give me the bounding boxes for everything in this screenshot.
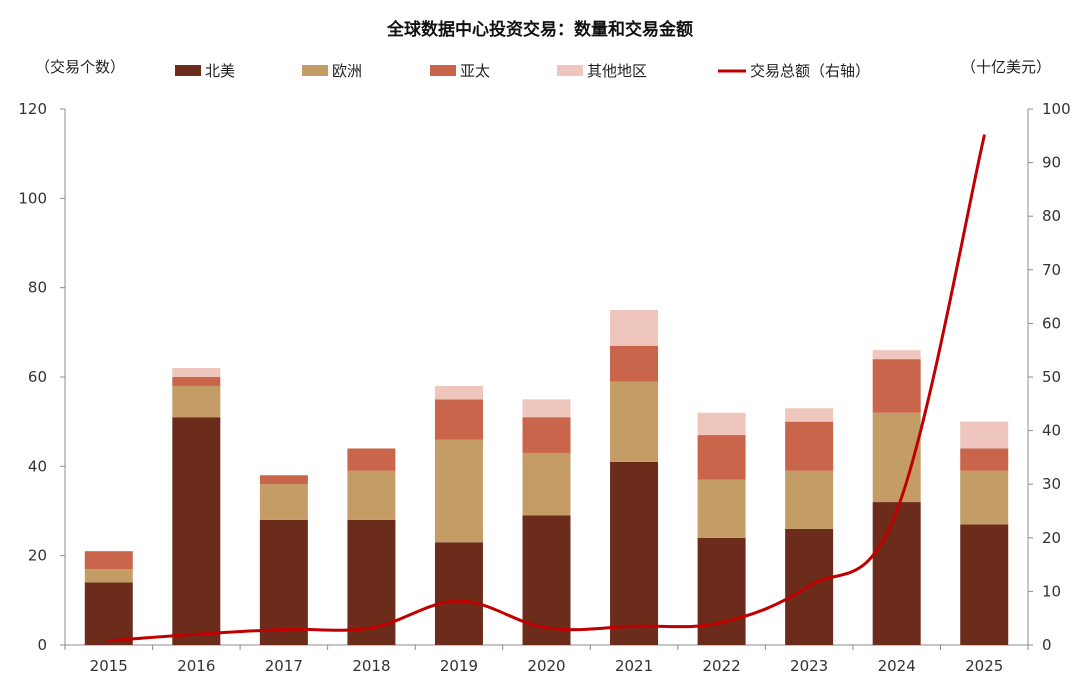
left-axis-tick-label: 0 (37, 636, 47, 654)
bar-segment (610, 345, 659, 382)
left-axis-tick-label: 60 (28, 368, 47, 386)
x-axis-tick-label: 2022 (702, 657, 740, 675)
bar-segment (872, 359, 921, 413)
right-axis: 0 10 20 30 40 50 60 70 80 90 100 (1027, 100, 1071, 654)
right-axis-tick-label: 10 (1042, 582, 1061, 600)
bar-segment (172, 385, 221, 418)
left-axis-tick-label: 20 (28, 547, 47, 565)
legend-item: 北美 (175, 62, 235, 80)
x-axis-tick-label: 2021 (615, 657, 653, 675)
bar-segment (697, 412, 746, 436)
left-axis-tick-label: 120 (18, 100, 47, 118)
bar-segment (522, 399, 571, 418)
bar-segment (610, 381, 659, 462)
bar-segment (172, 417, 221, 645)
legend-label: 北美 (205, 62, 235, 80)
left-axis-unit-label: （交易个数） (35, 58, 125, 76)
x-axis-tick-label: 2015 (90, 657, 128, 675)
legend-swatch (175, 65, 201, 76)
total-value-line-layer (107, 134, 986, 643)
legend-item: 交易总额（右轴） (718, 62, 870, 80)
bar-segment (259, 475, 308, 485)
right-axis-tick-label: 100 (1042, 100, 1071, 118)
right-axis-tick-label: 0 (1042, 636, 1052, 654)
right-axis-tick-label: 80 (1042, 207, 1061, 225)
bar-segment (960, 524, 1009, 645)
x-axis-tick-label: 2024 (878, 657, 916, 675)
bar-segment (697, 537, 746, 645)
bar-segment (785, 470, 834, 529)
bar-segment (172, 368, 221, 377)
total-value-line (107, 134, 986, 643)
bar-segment (347, 470, 396, 520)
bar-segment (84, 582, 133, 645)
bar-segment (960, 448, 1009, 471)
legend-swatch (557, 65, 583, 76)
bar-segment (610, 310, 659, 346)
x-axis-tick-label: 2019 (440, 657, 478, 675)
right-axis-tick-label: 60 (1042, 314, 1061, 332)
legend-item: 欧洲 (302, 62, 362, 80)
x-axis-tick-label: 2023 (790, 657, 828, 675)
bar-segment (259, 484, 308, 520)
bar-segment (960, 470, 1009, 525)
right-axis-unit-label: （十亿美元） (961, 58, 1051, 76)
right-axis-tick-label: 30 (1042, 475, 1061, 493)
bar-segment (522, 452, 571, 516)
legend-label: 亚太 (460, 62, 490, 80)
x-axis-tick-label: 2016 (177, 657, 215, 675)
x-axis-tick-label: 2018 (352, 657, 390, 675)
bar-segment (347, 519, 396, 645)
bar-segment (434, 439, 483, 543)
right-axis-tick-label: 90 (1042, 154, 1061, 172)
bar-segment (84, 551, 133, 570)
x-axis-tick-label: 2020 (527, 657, 565, 675)
x-axis-tick-label: 2025 (965, 657, 1003, 675)
legend-label: 其他地区 (587, 62, 647, 80)
x-axis: 2015 2016 2017 2018 2019 2020 2021 2022 2023 2024… (64, 644, 1029, 675)
legend-swatch (302, 65, 328, 76)
legend-item: 亚太 (430, 62, 490, 80)
right-axis-tick-label: 50 (1042, 368, 1061, 386)
x-axis-tick-label: 2017 (265, 657, 303, 675)
bar-segment (872, 350, 921, 360)
left-axis-tick-label: 100 (18, 189, 47, 207)
bar-segment (434, 399, 483, 440)
bar-segment (610, 461, 659, 645)
right-axis-tick-label: 40 (1042, 422, 1061, 440)
legend-item: 其他地区 (557, 62, 647, 80)
legend-swatch (430, 65, 456, 76)
right-axis-tick-label: 20 (1042, 529, 1061, 547)
bar-segment (84, 569, 133, 583)
bar-segment (434, 385, 483, 400)
legend-label: 欧洲 (332, 62, 362, 80)
left-axis-tick-label: 80 (28, 279, 47, 297)
bar-segment (434, 542, 483, 645)
bar-segment (697, 435, 746, 480)
bar-segment (872, 502, 921, 645)
legend-label: 交易总额（右轴） (750, 62, 870, 80)
stacked-bars (84, 310, 1009, 645)
bar-segment (522, 417, 571, 453)
left-axis: 0 20 40 60 80 100 120 (18, 100, 66, 654)
left-axis-tick-label: 40 (28, 457, 47, 475)
bar-segment (697, 479, 746, 538)
bar-segment (259, 519, 308, 645)
bar-segment (172, 377, 221, 386)
right-axis-tick-label: 70 (1042, 261, 1061, 279)
bar-segment (960, 421, 1009, 449)
bar-segment (522, 515, 571, 645)
bar-segment (785, 408, 834, 422)
legend: 北美 欧洲 亚太 其他地区 交易总额（右轴） (175, 62, 870, 80)
bar-segment (785, 421, 834, 471)
bar-segment (347, 448, 396, 471)
chart-title: 全球数据中心投资交易：数量和交易金额 (386, 19, 693, 40)
